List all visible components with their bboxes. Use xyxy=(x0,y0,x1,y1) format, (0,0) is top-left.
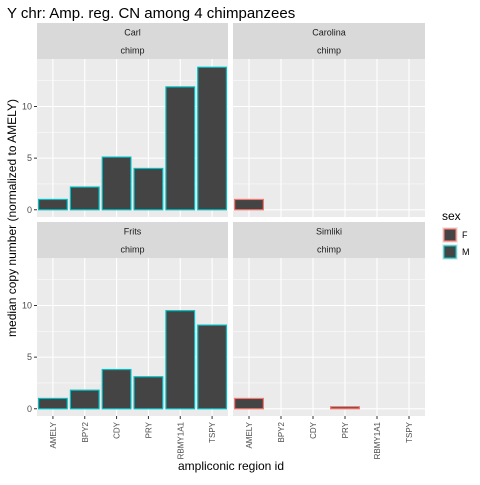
facet-strip-species xyxy=(37,240,228,258)
x-tick-label: AMELY xyxy=(49,421,58,448)
legend-key-f xyxy=(443,228,457,242)
facet-panels: Carl chimp 0 5 10 Carolina chimp Frits chimp 0 5 10… xyxy=(22,23,425,459)
y-tick-label: 5 xyxy=(27,153,32,163)
x-tick-label: TSPY xyxy=(405,421,414,443)
facet-strip-name xyxy=(233,23,425,41)
facet-strip-name-label: Carl xyxy=(124,28,141,38)
bar-pry xyxy=(133,376,164,410)
facet-strip-name-label: Carolina xyxy=(312,28,346,38)
bar-pry xyxy=(133,167,164,211)
facet-strip-species xyxy=(37,41,228,59)
facet-strip-name-label: Frits xyxy=(124,227,142,237)
x-axis-title: ampliconic region id xyxy=(178,459,284,473)
x-tick-label: PRY xyxy=(144,421,153,438)
y-tick-label: 0 xyxy=(27,404,32,414)
bar-tspy xyxy=(197,324,228,410)
panel-background xyxy=(233,258,425,416)
x-tick-label: RBMY1A1 xyxy=(176,421,185,459)
facet-strip-species xyxy=(233,240,425,258)
facet-strip-species xyxy=(233,41,425,59)
facet-strip-species-label: chimp xyxy=(120,46,144,56)
bar-bpy2 xyxy=(69,389,100,410)
panel-background xyxy=(37,59,228,217)
x-tick-label: BPY2 xyxy=(81,421,90,442)
y-tick-label: 10 xyxy=(22,102,32,112)
facet-strip-species-label: chimp xyxy=(120,245,144,255)
facet-strip-name xyxy=(37,222,228,240)
legend-key-m xyxy=(443,245,457,259)
bar-bpy2 xyxy=(69,186,100,211)
bar-amely xyxy=(234,198,265,211)
x-tick-label: RBMY1A1 xyxy=(373,421,382,459)
facet-strip-name xyxy=(37,23,228,41)
bar-amely xyxy=(37,397,68,410)
x-tick-label: CDY xyxy=(309,421,318,439)
panel-background xyxy=(233,59,425,217)
x-tick-label: PRY xyxy=(341,421,350,438)
y-axis-title: median copy number (normalized to AMELY) xyxy=(5,99,19,337)
facet-strip-name xyxy=(233,222,425,240)
bar-pry xyxy=(330,406,361,410)
panel-background xyxy=(37,258,228,416)
facet-strip-species-label: chimp xyxy=(317,46,341,56)
facet-strip-name-label: Simliki xyxy=(316,227,342,237)
chart-title: Y chr: Amp. reg. CN among 4 chimpanzees xyxy=(7,5,295,22)
bar-tspy xyxy=(197,66,228,211)
x-tick-label: BPY2 xyxy=(277,421,286,442)
x-tick-label: CDY xyxy=(113,421,122,439)
bar-amely xyxy=(234,397,265,410)
x-tick-label: TSPY xyxy=(208,421,217,443)
bar-rbmy1a1 xyxy=(165,86,196,211)
legend: sex FM xyxy=(442,209,470,260)
y-tick-label: 0 xyxy=(27,205,32,215)
y-tick-label: 5 xyxy=(27,352,32,362)
bar-amely xyxy=(37,198,68,211)
bar-cdy xyxy=(101,156,132,211)
legend-label-m: M xyxy=(462,247,470,257)
x-tick-label: AMELY xyxy=(245,421,254,448)
legend-label-f: F xyxy=(462,230,468,240)
legend-title: sex xyxy=(442,209,461,223)
facet-strip-species-label: chimp xyxy=(317,245,341,255)
bar-rbmy1a1 xyxy=(165,310,196,410)
bar-cdy xyxy=(101,368,132,410)
y-tick-label: 10 xyxy=(22,301,32,311)
